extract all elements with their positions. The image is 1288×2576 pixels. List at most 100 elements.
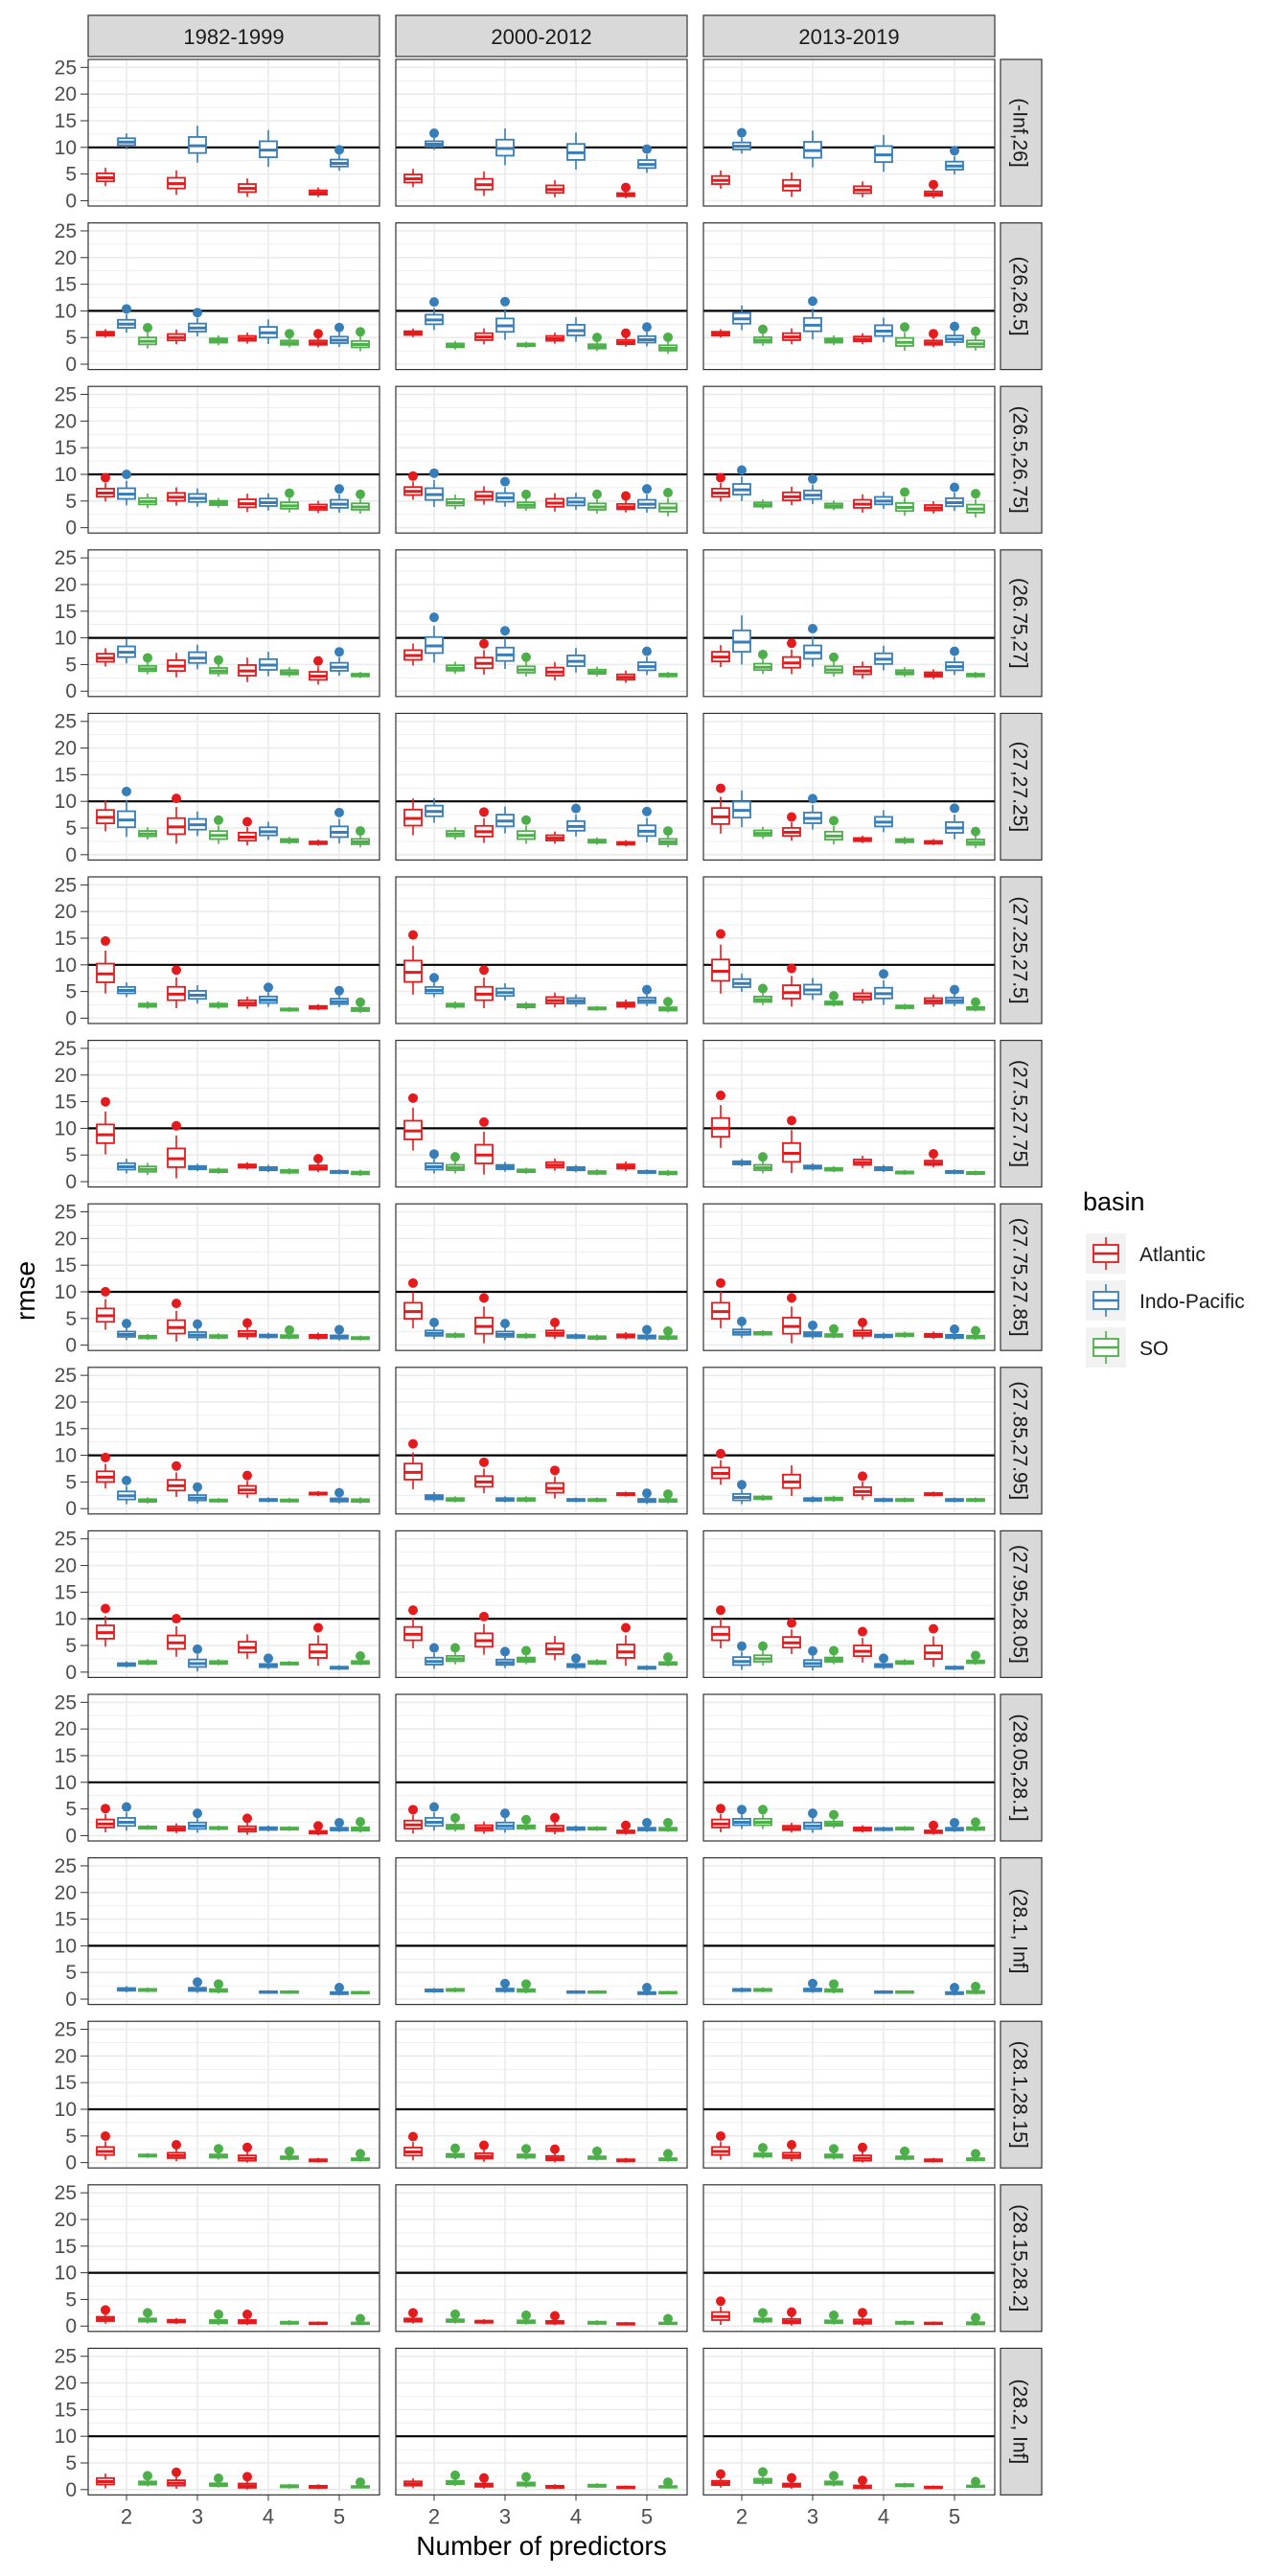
panel-background <box>396 386 687 534</box>
panel-border <box>395 385 688 534</box>
outlier-point <box>642 1488 652 1499</box>
outlier-point <box>829 2310 839 2320</box>
outlier-point <box>971 1325 980 1336</box>
outlier-point <box>758 324 768 334</box>
outlier-point <box>808 794 817 804</box>
legend-title: basin <box>1083 1187 1145 1216</box>
outlier-point <box>950 646 959 656</box>
y-tick-label: 20 <box>55 1555 77 1577</box>
y-tick-label: 10 <box>55 1935 77 1957</box>
outlier-point <box>285 1324 294 1335</box>
y-tick-label: 10 <box>55 464 77 486</box>
y-tick-label: 5 <box>65 2126 77 2148</box>
column-strip-label: 1982-1999 <box>183 25 284 49</box>
outlier-point <box>429 468 439 478</box>
y-tick-label: 15 <box>55 437 77 459</box>
outlier-point <box>429 1317 439 1327</box>
outlier-point <box>285 329 294 339</box>
panel-background <box>396 1204 687 1351</box>
outlier-point <box>242 2142 252 2152</box>
y-tick-label: 15 <box>55 1909 77 1931</box>
outlier-point <box>214 2310 223 2320</box>
row-strip-label: (28.05,28.1] <box>1009 1714 1031 1821</box>
outlier-point <box>521 2472 531 2482</box>
panel-background <box>88 1694 380 1841</box>
y-tick-label: 25 <box>55 57 77 79</box>
panel-border <box>87 2020 380 2169</box>
panel-background <box>703 1694 995 1841</box>
y-tick-label: 0 <box>65 2479 77 2501</box>
y-tick-label: 5 <box>65 654 77 676</box>
panel-border <box>395 1367 688 1515</box>
x-tick-label: 3 <box>807 2504 818 2528</box>
outlier-point <box>172 1299 181 1309</box>
outlier-point <box>716 783 725 794</box>
outlier-point <box>971 2476 980 2487</box>
outlier-point <box>429 612 439 623</box>
outlier-point <box>285 2146 294 2156</box>
outlier-point <box>356 1817 365 1828</box>
panel-background <box>396 1857 687 2005</box>
row-strip-label: (-Inf,26] <box>1009 98 1031 167</box>
outlier-point <box>663 997 673 1007</box>
panel-border <box>87 2347 380 2496</box>
legend-label: SO <box>1139 1338 1168 1360</box>
outlier-point <box>829 2471 839 2481</box>
column-strip <box>702 14 996 58</box>
panel-background <box>88 1040 380 1187</box>
panel-border <box>395 2184 688 2333</box>
panel-background <box>396 222 687 370</box>
outlier-point <box>808 1320 817 1330</box>
outlier-point <box>971 2312 980 2323</box>
outlier-point <box>172 1120 181 1131</box>
panel-border <box>395 1039 688 1188</box>
row-strip <box>1000 385 1043 534</box>
outlier-point <box>500 1808 510 1819</box>
outlier-point <box>663 1326 673 1337</box>
row-strip-label: (28.15,28.2] <box>1009 2204 1031 2312</box>
outlier-point <box>758 1805 768 1815</box>
row-strip <box>1000 876 1043 1024</box>
outlier-point <box>737 465 747 475</box>
row-strip <box>1000 58 1043 207</box>
outlier-point <box>521 815 531 825</box>
outlier-point <box>101 1603 110 1614</box>
panel-background <box>703 222 995 370</box>
panel-background <box>703 1857 995 2005</box>
outlier-point <box>592 489 602 499</box>
outlier-point <box>521 489 531 499</box>
outlier-point <box>101 472 110 483</box>
outlier-point <box>758 2308 768 2318</box>
outlier-point <box>642 144 652 154</box>
y-tick-label: 20 <box>55 901 77 923</box>
outlier-point <box>716 929 725 939</box>
panel-border <box>87 1039 380 1188</box>
outlier-point <box>716 1605 725 1616</box>
row-strip <box>1000 1856 1043 2006</box>
panel-border <box>87 1367 380 1515</box>
row-strip-label: (27,27.25] <box>1009 742 1031 833</box>
x-tick-label: 4 <box>570 2504 582 2528</box>
outlier-point <box>787 812 796 822</box>
outlier-point <box>172 794 181 804</box>
outlier-point <box>950 1324 959 1335</box>
outlier-point <box>787 1116 796 1126</box>
y-axis-title: rmse <box>11 1261 40 1321</box>
outlier-point <box>737 1316 747 1326</box>
outlier-point <box>450 2470 460 2480</box>
outlier-point <box>971 1650 980 1661</box>
row-strip-label: (28.2, Inf] <box>1009 2380 1031 2465</box>
y-tick-label: 20 <box>55 247 77 269</box>
y-tick-label: 25 <box>55 2019 77 2041</box>
outlier-point <box>758 1152 768 1162</box>
outlier-point <box>571 803 581 814</box>
outlier-point <box>829 2144 839 2154</box>
panel-background <box>703 549 995 697</box>
outlier-point <box>642 484 652 494</box>
panel-border <box>702 1367 996 1515</box>
outlier-point <box>787 2472 796 2483</box>
outlier-point <box>214 1979 223 1990</box>
outlier-point <box>716 472 725 483</box>
outlier-point <box>242 2310 252 2320</box>
